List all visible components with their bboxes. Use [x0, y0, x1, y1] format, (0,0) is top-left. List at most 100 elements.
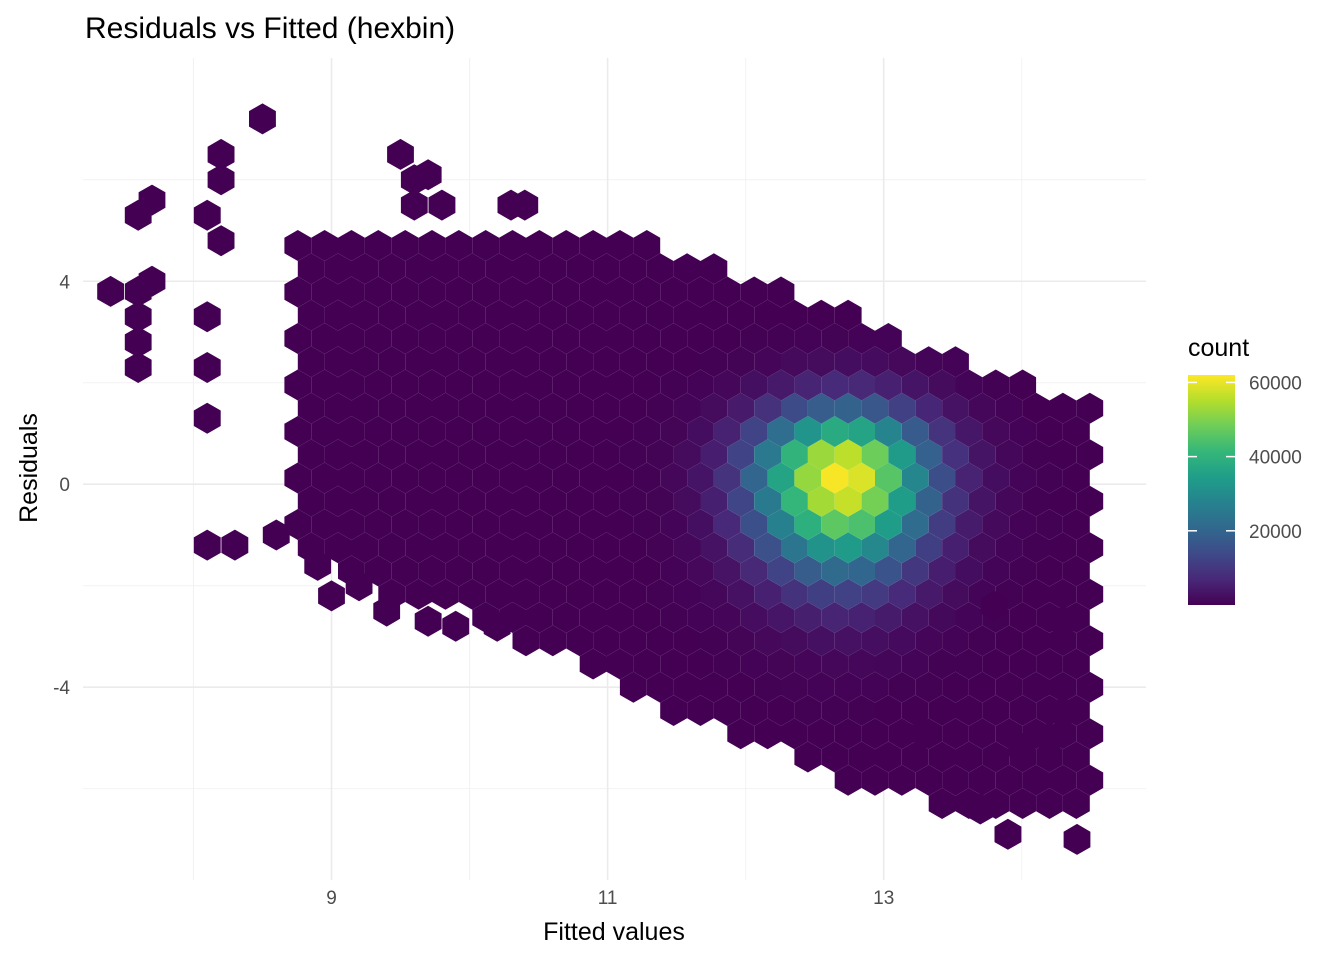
hex-bin	[660, 509, 688, 540]
hex-bin	[740, 416, 768, 447]
y-tick-label: 0	[59, 475, 70, 496]
hex-bin	[579, 276, 607, 308]
hex-bin	[472, 276, 500, 308]
hex-bin	[794, 462, 822, 494]
hex-bin	[767, 462, 795, 494]
hex-bin	[472, 230, 500, 261]
hex-bin	[781, 625, 808, 657]
hex-bin	[807, 392, 835, 424]
hex-bin	[579, 369, 607, 401]
hex-bin	[606, 462, 634, 494]
hex-bin	[579, 602, 607, 633]
hex-bin	[687, 648, 714, 680]
hex-bin	[364, 369, 392, 401]
hex-bin	[740, 648, 768, 680]
hex-bin	[512, 439, 540, 471]
hex-bin	[606, 602, 634, 633]
hex-bin	[968, 439, 996, 471]
hex-bin	[499, 416, 526, 447]
hex-bin	[351, 392, 379, 424]
hex-bin	[646, 346, 674, 378]
hex-bin	[713, 648, 741, 680]
hex-bin	[767, 276, 795, 308]
hex-bin	[995, 532, 1023, 564]
hex-bin	[445, 509, 473, 540]
hex-bin	[418, 276, 446, 308]
hex-bin	[351, 346, 379, 378]
hex-bin	[982, 648, 1010, 680]
hex-bin	[955, 648, 983, 680]
hexbin-layer	[97, 103, 1104, 855]
hex-bin	[512, 625, 540, 657]
hex-bin	[1036, 648, 1063, 680]
hex-bin	[942, 392, 969, 424]
hex-bin	[405, 346, 432, 378]
hex-bin	[687, 555, 714, 587]
hex-bin	[311, 369, 338, 401]
hex-bin	[418, 555, 446, 587]
hex-bin	[821, 648, 849, 680]
hex-bin	[552, 509, 580, 540]
hex-bin	[485, 392, 513, 424]
hex-bin	[727, 485, 755, 517]
legend-colorbar	[1188, 375, 1235, 605]
hex-bin	[915, 392, 943, 424]
hex-bin	[740, 276, 768, 308]
hex-bin	[539, 346, 567, 378]
hex-bin	[848, 416, 875, 447]
hex-bin	[391, 276, 419, 308]
hex-bin	[794, 323, 822, 354]
hex-bin-outlier	[262, 519, 290, 551]
hex-bin-outlier	[124, 326, 152, 358]
hex-bin	[619, 253, 647, 285]
hex-bin	[834, 346, 862, 378]
hex-bin	[633, 323, 661, 354]
hex-bin	[324, 346, 352, 378]
hex-bin	[1022, 671, 1050, 703]
hex-bin	[646, 392, 674, 424]
hex-bin	[660, 648, 688, 680]
hex-bin-outlier	[124, 352, 152, 383]
hex-bin	[432, 439, 459, 471]
hex-bin	[713, 555, 741, 587]
hex-bin	[794, 416, 822, 447]
hex-bin	[767, 369, 795, 401]
hex-bin	[915, 346, 943, 378]
hex-bin	[727, 439, 755, 471]
hex-bin	[338, 462, 365, 494]
hex-bin	[284, 509, 312, 540]
hex-bin	[875, 462, 902, 494]
hex-bin	[821, 741, 849, 773]
hex-bin	[781, 532, 808, 564]
hex-bin	[579, 323, 607, 354]
hex-bin	[861, 764, 889, 796]
hex-bin	[552, 369, 580, 401]
hex-bin	[928, 509, 956, 540]
hex-bin	[955, 462, 983, 494]
hex-bin-outlier	[193, 352, 221, 383]
y-axis-title: Residuals	[15, 413, 43, 523]
hex-bin	[928, 741, 956, 773]
hex-bin	[499, 369, 526, 401]
hex-bin	[1036, 555, 1063, 587]
hex-bin	[901, 648, 929, 680]
hex-bin	[807, 299, 835, 331]
hex-bin	[364, 416, 392, 447]
hex-bin	[1022, 578, 1050, 610]
hex-bin	[740, 323, 768, 354]
hex-bin	[338, 416, 365, 447]
hex-bin	[633, 462, 661, 494]
hex-bin	[485, 439, 513, 471]
hex-bin	[1022, 532, 1050, 564]
hex-bin	[1049, 764, 1077, 796]
hex-bin	[284, 276, 312, 308]
hex-bin-outlier	[207, 138, 235, 170]
x-tick-label: 11	[598, 888, 618, 909]
hex-bin	[928, 462, 956, 494]
hex-bin	[472, 416, 500, 447]
hex-bin	[1036, 788, 1063, 819]
hex-bin	[338, 509, 365, 540]
hex-bin	[875, 741, 902, 773]
hex-bin	[968, 718, 996, 750]
hex-bin	[781, 578, 808, 610]
